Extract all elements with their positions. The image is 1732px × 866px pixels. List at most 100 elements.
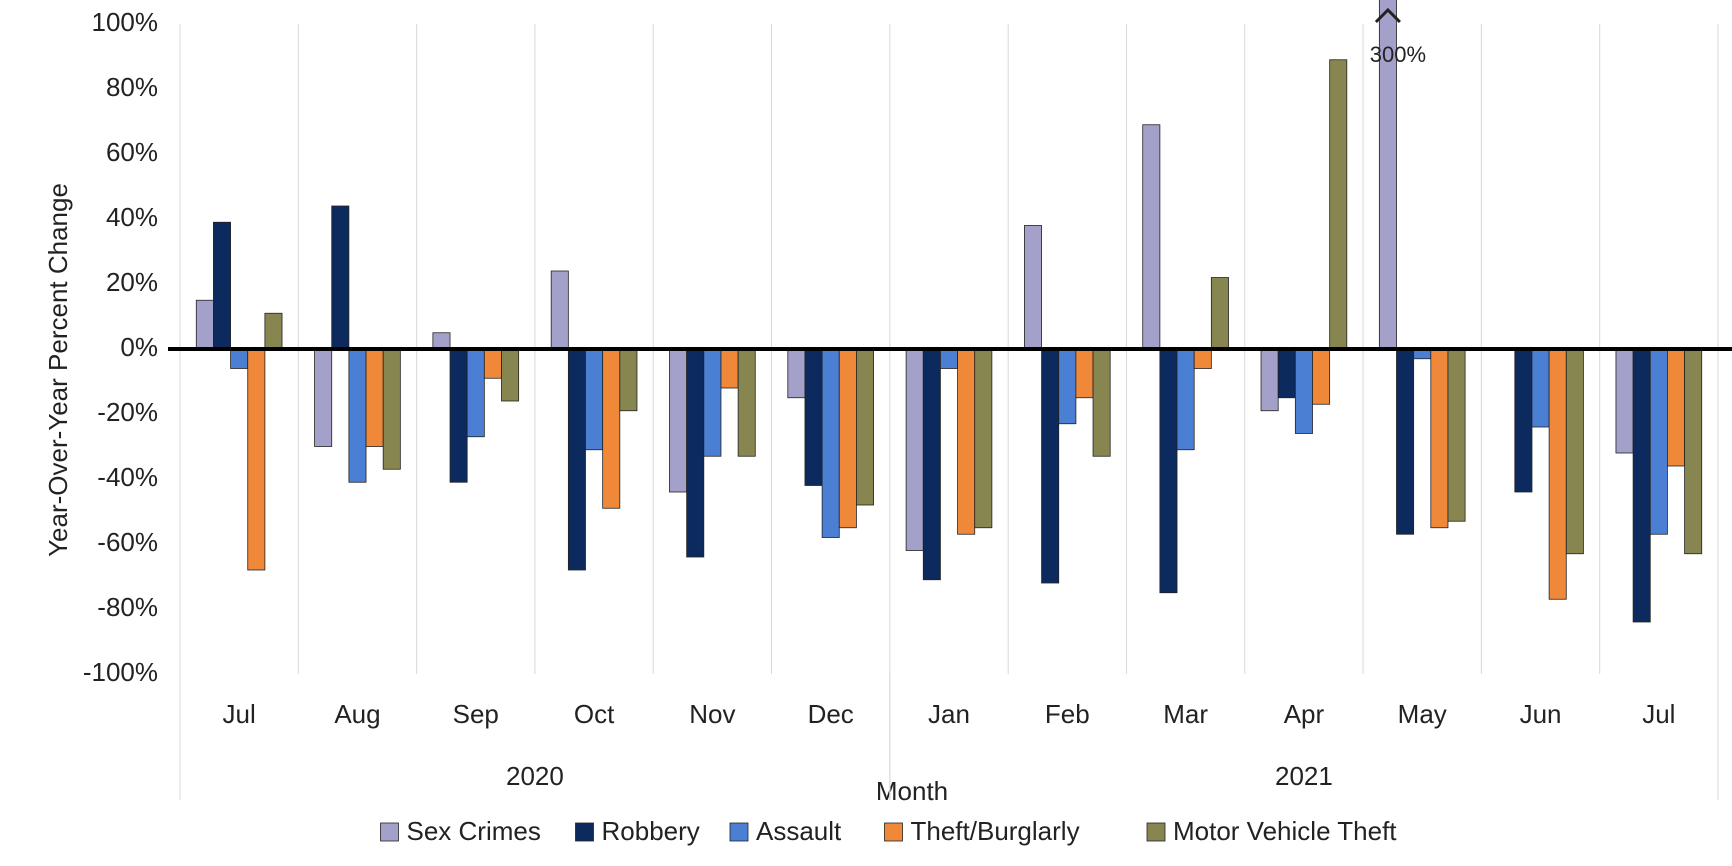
bar — [703, 348, 722, 457]
x-axis-label: Month — [876, 776, 948, 806]
bar — [1684, 348, 1703, 555]
bar — [974, 348, 993, 529]
value-label: 300% — [1370, 42, 1426, 67]
x-tick-label: Jun — [1520, 699, 1562, 729]
bar — [1312, 348, 1331, 405]
bar — [1041, 348, 1060, 584]
bar — [466, 348, 485, 438]
overflow-arrow — [1374, 7, 1401, 24]
legend-swatch — [575, 822, 594, 842]
bar — [737, 348, 756, 457]
y-tick-label: 100% — [92, 7, 159, 37]
x-tick-label: Nov — [689, 699, 735, 729]
bar — [195, 299, 214, 350]
y-tick-label: 40% — [106, 202, 158, 232]
y-tick-label: -60% — [97, 527, 158, 557]
bar — [585, 348, 604, 451]
legend-label: Motor Vehicle Theft — [1173, 816, 1397, 846]
x-tick-label: Mar — [1163, 699, 1208, 729]
bar — [1294, 348, 1313, 434]
bar — [1329, 59, 1348, 350]
x-tick-label: Feb — [1045, 699, 1090, 729]
bar — [230, 348, 249, 369]
legend-swatch — [884, 822, 903, 842]
x-tick-label: Sep — [453, 699, 499, 729]
bar — [1649, 348, 1668, 535]
group-label: 2021 — [1275, 761, 1333, 791]
y-tick-label: 20% — [106, 267, 158, 297]
legend-swatch — [380, 822, 399, 842]
y-tick-label: 60% — [106, 137, 158, 167]
y-tick-label: -80% — [97, 592, 158, 622]
bar — [365, 348, 384, 447]
bar — [1210, 277, 1229, 350]
bar — [247, 348, 266, 571]
bar — [382, 348, 401, 470]
bar — [1430, 348, 1449, 529]
bar — [1075, 348, 1094, 399]
bar — [602, 348, 621, 509]
x-tick-label: Apr — [1284, 699, 1325, 729]
y-tick-label: -20% — [97, 397, 158, 427]
bar — [922, 348, 941, 581]
legend-swatch — [729, 822, 749, 842]
bar — [804, 348, 823, 486]
bar — [821, 348, 840, 538]
bar — [1632, 348, 1651, 623]
y-axis-label: Year-Over-Year Percent Change — [43, 183, 73, 557]
bar — [432, 332, 451, 350]
bar — [720, 348, 739, 389]
bar — [669, 348, 688, 493]
y-tick-label: 0% — [120, 332, 158, 362]
legend-label: Robbery — [602, 816, 700, 846]
bar — [501, 348, 520, 402]
legend-label: Theft/Burglarly — [911, 816, 1080, 846]
bar — [1615, 348, 1634, 454]
bar — [957, 348, 976, 535]
bar — [1531, 348, 1550, 428]
bar — [787, 348, 806, 399]
bar — [1260, 348, 1279, 412]
x-tick-label: Oct — [574, 699, 615, 729]
bar — [264, 312, 283, 350]
bar — [1396, 348, 1415, 535]
bar — [348, 348, 367, 483]
bar — [1667, 348, 1685, 467]
y-tick-label: 80% — [106, 72, 158, 102]
bar — [1092, 348, 1111, 457]
bar — [1447, 348, 1466, 522]
bar — [619, 348, 638, 412]
y-tick-label: -40% — [97, 462, 158, 492]
x-tick-label: May — [1398, 699, 1447, 729]
legend-label: Assault — [756, 816, 842, 846]
bar — [1024, 225, 1042, 350]
x-tick-label: Dec — [808, 699, 854, 729]
legend-label: Sex Crimes — [407, 816, 541, 846]
bar — [856, 348, 874, 506]
bar — [1058, 348, 1077, 425]
bar — [1159, 348, 1178, 594]
legend-swatch — [1146, 822, 1166, 842]
bars — [195, 0, 1703, 623]
y-tick-label: -100% — [83, 657, 158, 687]
x-tick-label: Jul — [1642, 699, 1675, 729]
bar — [331, 205, 350, 350]
bar — [1176, 348, 1195, 451]
bar — [213, 221, 231, 350]
bar — [550, 270, 569, 350]
bar — [1277, 348, 1296, 399]
bar — [483, 348, 502, 379]
x-tick-label: Aug — [334, 699, 380, 729]
bar — [1548, 348, 1567, 600]
x-tick-label: Jul — [223, 699, 256, 729]
x-tick-label: Jan — [928, 699, 970, 729]
bar — [838, 348, 857, 529]
bar — [905, 348, 924, 551]
bar — [686, 348, 705, 558]
bar — [314, 348, 333, 447]
bar — [449, 348, 468, 483]
bar — [1514, 348, 1533, 493]
bar — [940, 348, 958, 369]
bar — [1193, 348, 1212, 369]
